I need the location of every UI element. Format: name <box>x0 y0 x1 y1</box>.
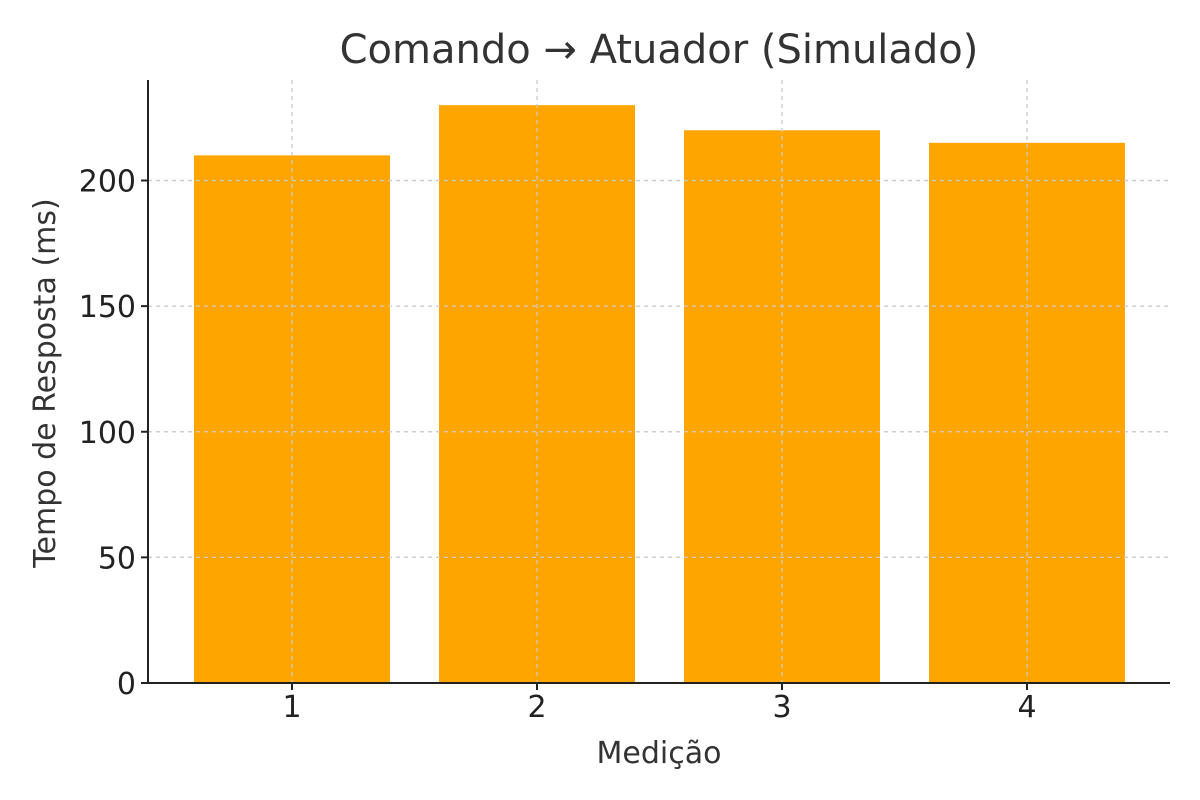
y-tick-label: 150 <box>79 290 136 325</box>
x-tick-label: 1 <box>282 690 301 725</box>
y-axis-title: Tempo de Resposta (ms) <box>28 198 63 568</box>
y-tick-label: 200 <box>79 165 136 200</box>
y-tick-label: 50 <box>98 541 136 576</box>
y-tick-label: 0 <box>117 667 136 702</box>
x-tick-label: 4 <box>1017 690 1036 725</box>
x-axis-title: Medição <box>597 736 722 771</box>
y-tick-label: 100 <box>79 416 136 451</box>
bars-layer <box>148 80 1170 683</box>
bar-3 <box>684 130 880 683</box>
x-tick-label: 2 <box>527 690 546 725</box>
ticks-layer: 0 50 100 150 200 1 2 3 4 <box>79 165 1037 726</box>
chart-title: Comando → Atuador (Simulado) <box>340 27 979 73</box>
x-tick-label: 3 <box>772 690 791 725</box>
